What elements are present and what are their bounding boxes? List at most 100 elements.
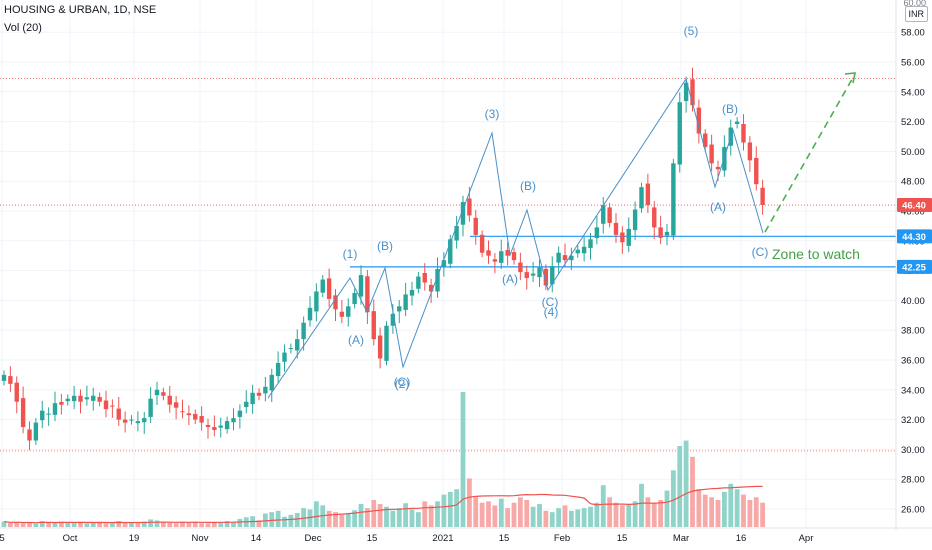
- candle-body: [460, 202, 466, 225]
- candle-body: [601, 205, 606, 224]
- volume-bar: [256, 520, 262, 527]
- candle-body: [1, 374, 7, 381]
- volume-bar: [313, 501, 319, 527]
- volume-bar: [116, 521, 122, 527]
- volume-bar: [345, 513, 351, 527]
- candle-body: [46, 413, 51, 415]
- price-tick-label: 38.00: [901, 326, 925, 337]
- candle-body: [224, 421, 230, 430]
- candle-body: [97, 396, 102, 402]
- volume-bar: [27, 522, 32, 527]
- currency-badge[interactable]: INR: [904, 6, 928, 22]
- candle-body: [173, 402, 179, 408]
- time-tick-label: 19: [129, 533, 140, 544]
- time-tick-label: 15: [617, 533, 628, 544]
- candle-body: [499, 251, 504, 263]
- time-axis[interactable]: 5 Oct 19 Nov 14 Dec 15 2021 15 Feb 15 Mar 16 Apr: [0, 533, 813, 544]
- candle-body: [422, 272, 427, 283]
- candle-body: [103, 400, 109, 410]
- volume-bar: [58, 521, 64, 527]
- candle-body: [307, 307, 313, 321]
- candle-body: [14, 382, 19, 402]
- candle-body: [199, 416, 204, 423]
- top-price-label: 60.00: [903, 0, 926, 8]
- volume-bar: [530, 506, 536, 527]
- volume-bar: [218, 522, 224, 527]
- volume-bar: [46, 522, 52, 527]
- candle-body: [575, 249, 580, 254]
- candle-body: [33, 422, 39, 441]
- candle-body: [84, 397, 90, 400]
- volume-bar: [460, 392, 466, 527]
- candle-body: [218, 425, 223, 428]
- candle-body: [569, 255, 574, 261]
- candle-body: [479, 234, 485, 253]
- volume-bar: [339, 514, 345, 527]
- candle-body: [683, 82, 689, 102]
- candle-body: [352, 292, 357, 304]
- volume-bar: [753, 497, 759, 527]
- volume-bar: [224, 521, 230, 527]
- candle-body: [295, 339, 300, 351]
- candle-body: [505, 250, 510, 256]
- volume-bar: [90, 522, 96, 527]
- volume-bar: [14, 522, 20, 527]
- candle-body: [377, 335, 383, 359]
- volume-bar: [307, 509, 313, 527]
- volume-bar: [524, 500, 530, 527]
- candle-body: [645, 183, 651, 206]
- candle-body: [594, 227, 600, 239]
- candle-body: [122, 419, 128, 423]
- volume-bar: [384, 506, 389, 527]
- candle-body: [435, 269, 440, 292]
- zone-annotation: Zone to watch: [772, 246, 860, 262]
- time-tick-label: Dec: [305, 533, 322, 544]
- candle-body: [409, 289, 415, 296]
- volume-ma-line: [3, 485, 763, 524]
- volume-bar: [734, 489, 740, 527]
- volume-bar: [173, 523, 179, 527]
- candle-body: [167, 395, 172, 405]
- volume-bar: [435, 501, 440, 527]
- candle-body: [180, 411, 185, 413]
- volume-bar: [760, 502, 766, 527]
- price-tick-label: 48.00: [901, 177, 925, 188]
- time-tick-label: Feb: [554, 533, 570, 544]
- candle-body: [186, 413, 192, 416]
- wave-label: (A): [502, 272, 518, 286]
- price-tick-label: 32.00: [901, 415, 925, 426]
- volume-bar: [562, 505, 568, 527]
- volume-bar: [129, 522, 134, 527]
- candle-body: [314, 291, 319, 312]
- candle-body: [518, 262, 523, 273]
- volume-bar: [186, 522, 192, 527]
- volume-bar: [626, 504, 632, 527]
- wave-label: (B): [377, 239, 393, 253]
- symbol-title: HOUSING & URBAN, 1D, NSE: [4, 4, 157, 16]
- candle-body: [537, 267, 542, 278]
- candle-body: [205, 424, 211, 428]
- volume-bar: [409, 509, 415, 527]
- volume-bar: [454, 489, 460, 527]
- candle-body: [550, 266, 555, 285]
- candle-body: [275, 362, 281, 377]
- candle-body: [581, 246, 587, 254]
- volume-bar: [135, 523, 141, 527]
- candle-body: [212, 427, 217, 431]
- volume-bar: [352, 510, 358, 527]
- candle-body: [282, 352, 287, 362]
- price-tick-label: 34.00: [901, 385, 925, 396]
- volume-bar: [52, 522, 58, 527]
- volume-bar: [581, 508, 587, 527]
- volume-bar: [211, 522, 217, 527]
- candle-body: [20, 398, 26, 428]
- candle-body: [110, 405, 115, 407]
- candle-body: [658, 227, 663, 238]
- volume-bar: [556, 508, 562, 527]
- volume-bar: [269, 512, 275, 527]
- volume-bar: [358, 504, 364, 527]
- volume-bar: [109, 522, 115, 527]
- volume-bar: [568, 510, 574, 527]
- price-tick-label: 50.00: [901, 147, 925, 158]
